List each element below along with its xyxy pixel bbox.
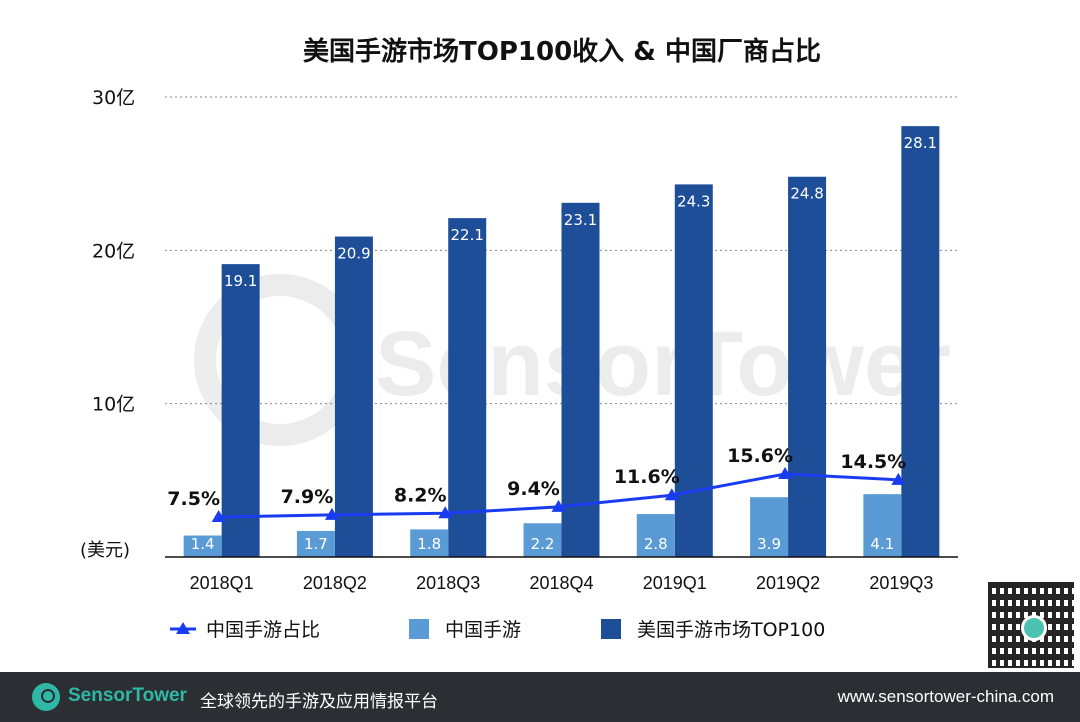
share-label: 7.9% <box>281 486 334 508</box>
bar-us-top100 <box>448 218 487 557</box>
y-tick-label: 20亿 <box>92 240 135 262</box>
bar-us-top100 <box>788 176 827 557</box>
legend-china-label: 中国手游 <box>445 619 521 641</box>
legend-us-swatch <box>601 619 621 639</box>
bar-label-us-top100: 24.8 <box>790 185 823 203</box>
share-label: 8.2% <box>394 484 447 506</box>
share-label: 7.5% <box>167 488 220 510</box>
legend-share-label: 中国手游占比 <box>206 619 320 641</box>
footer-bar: SensorTower 全球领先的手游及应用情报平台 www.sensortow… <box>0 672 1080 722</box>
x-tick-label: 2019Q2 <box>756 573 820 593</box>
footer-url[interactable]: www.sensortower-china.com <box>837 687 1054 706</box>
bar-label-us-top100: 23.1 <box>564 211 597 229</box>
footer-tagline: 全球领先的手游及应用情报平台 <box>200 692 438 712</box>
bar-label-us-top100: 28.1 <box>904 134 937 152</box>
share-marker <box>211 510 226 522</box>
share-label: 15.6% <box>727 445 793 467</box>
y-tick-label: 30亿 <box>92 87 135 109</box>
x-tick-label: 2018Q2 <box>303 573 367 593</box>
y-tick-label: 10亿 <box>92 394 135 416</box>
legend-us-label: 美国手游市场TOP100 <box>637 619 825 641</box>
bar-us-top100 <box>561 202 600 558</box>
bar-label-china: 4.1 <box>870 535 894 553</box>
qr-code <box>988 582 1074 668</box>
bar-china <box>183 535 222 557</box>
share-marker <box>324 507 339 520</box>
share-marker <box>891 472 906 485</box>
sensortower-logo-icon <box>32 683 60 711</box>
bar-us-top100 <box>901 126 940 557</box>
bar-us-top100 <box>674 184 713 557</box>
share-label: 11.6% <box>614 466 680 488</box>
bar-label-us-top100: 24.3 <box>677 192 710 210</box>
bar-label-china: 2.2 <box>531 535 555 553</box>
share-label: 14.5% <box>840 451 906 473</box>
bar-china <box>863 494 902 557</box>
legend-share-marker <box>176 622 190 634</box>
bar-label-us-top100: 20.9 <box>337 245 370 263</box>
bar-label-china: 1.4 <box>191 535 215 553</box>
x-tick-label: 2018Q3 <box>416 573 480 593</box>
chart-title: 美国手游市场TOP100收入 & 中国厂商占比 <box>303 36 821 67</box>
bar-us-top100 <box>221 264 260 557</box>
bar-china <box>296 530 335 557</box>
qr-center-icon <box>1021 615 1047 641</box>
footer-brand: SensorTower <box>68 685 187 706</box>
unit-label: (美元) <box>80 540 130 561</box>
bar-label-us-top100: 19.1 <box>224 272 257 290</box>
bar-label-china: 3.9 <box>757 535 781 553</box>
bar-china <box>523 523 562 557</box>
share-marker <box>551 499 566 512</box>
share-label: 9.4% <box>507 478 560 500</box>
share-marker <box>664 488 679 501</box>
legend-china-swatch <box>409 619 429 639</box>
bar-china <box>410 529 449 557</box>
share-marker <box>438 506 453 519</box>
x-tick-label: 2019Q3 <box>869 573 933 593</box>
bar-us-top100 <box>334 236 373 558</box>
x-tick-label: 2018Q1 <box>190 573 254 593</box>
bar-china <box>636 514 675 557</box>
bar-label-us-top100: 22.1 <box>451 226 484 244</box>
bar-label-china: 1.8 <box>417 535 441 553</box>
x-tick-label: 2018Q4 <box>529 573 593 593</box>
bar-label-china: 2.8 <box>644 535 668 553</box>
bar-china <box>750 497 789 557</box>
x-tick-label: 2019Q1 <box>643 573 707 593</box>
share-marker <box>778 467 793 479</box>
bar-label-china: 1.7 <box>304 535 328 553</box>
